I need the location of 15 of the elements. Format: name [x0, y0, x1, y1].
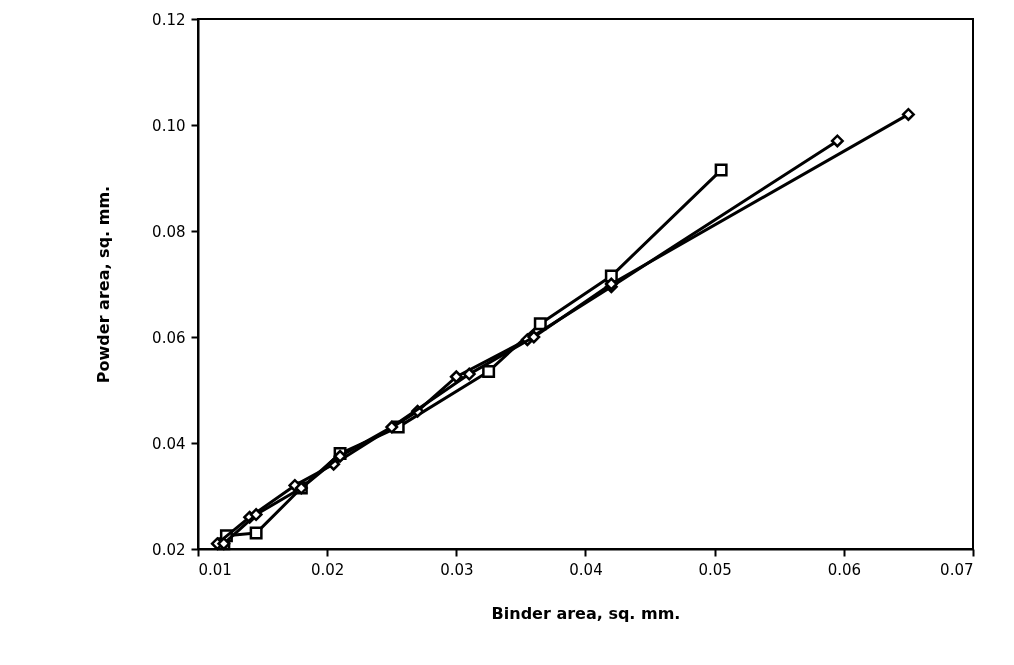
y-tick-label: 0.10: [152, 116, 186, 135]
y-tick-label: 0.04: [152, 434, 186, 453]
x-tick-label: 0.01: [198, 560, 232, 579]
x-tick-label: 0.04: [569, 560, 603, 579]
y-axis-title: Powder area, sq. mm.: [94, 185, 114, 384]
x-tick-label: 0.05: [698, 560, 732, 579]
y-tick-label: 0.02: [152, 540, 186, 559]
x-tick-label: 0.02: [310, 560, 345, 579]
y-tick-label: 0.12: [152, 10, 186, 29]
x-tick-label: 0.07: [940, 560, 974, 579]
x-tick-label: 0.03: [440, 560, 474, 579]
x-axis-title: Binder area, sq. mm.: [491, 603, 681, 623]
x-tick-label: 0.06: [827, 560, 862, 579]
y-tick-label: 0.06: [152, 328, 186, 347]
y-tick-label: 0.08: [152, 222, 186, 241]
